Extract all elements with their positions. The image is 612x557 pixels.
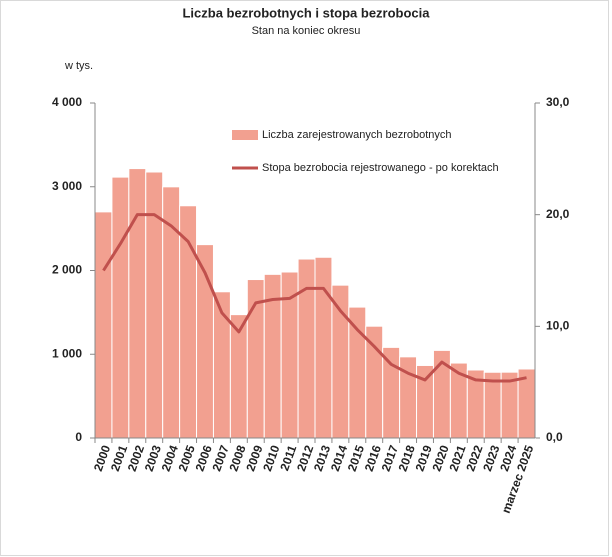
bar — [111, 176, 130, 439]
bar — [348, 306, 367, 439]
y-tick-label: 1 000 — [52, 346, 82, 360]
bar — [365, 325, 384, 439]
y-tick-label: 4 000 — [52, 95, 82, 109]
bar — [128, 168, 147, 439]
y2-tick-label: 0,0 — [546, 430, 563, 444]
bar — [297, 258, 316, 439]
bar — [382, 346, 401, 439]
bar — [331, 284, 350, 439]
y-tick-label: 0 — [75, 430, 82, 444]
legend-swatch — [232, 130, 258, 140]
y-tick-label: 3 000 — [52, 179, 82, 193]
bar — [145, 171, 164, 439]
legend-label: Stopa bezrobocia rejestrowanego - po kor… — [262, 162, 499, 174]
chart-subtitle: Stan na koniec okresu — [252, 25, 361, 37]
y2-tick-label: 30,0 — [546, 95, 570, 109]
chart-title: Liczba bezrobotnych i stopa bezrobocia — [182, 5, 430, 20]
y-axis-label: w tys. — [64, 60, 93, 72]
bar — [94, 211, 113, 439]
line — [102, 213, 527, 383]
y-tick-label: 2 000 — [52, 263, 82, 277]
legend-label: Liczba zarejestrowanych bezrobotnych — [262, 129, 452, 141]
y2-tick-label: 20,0 — [546, 207, 570, 221]
y2-tick-label: 10,0 — [546, 319, 570, 333]
bar — [314, 256, 333, 439]
